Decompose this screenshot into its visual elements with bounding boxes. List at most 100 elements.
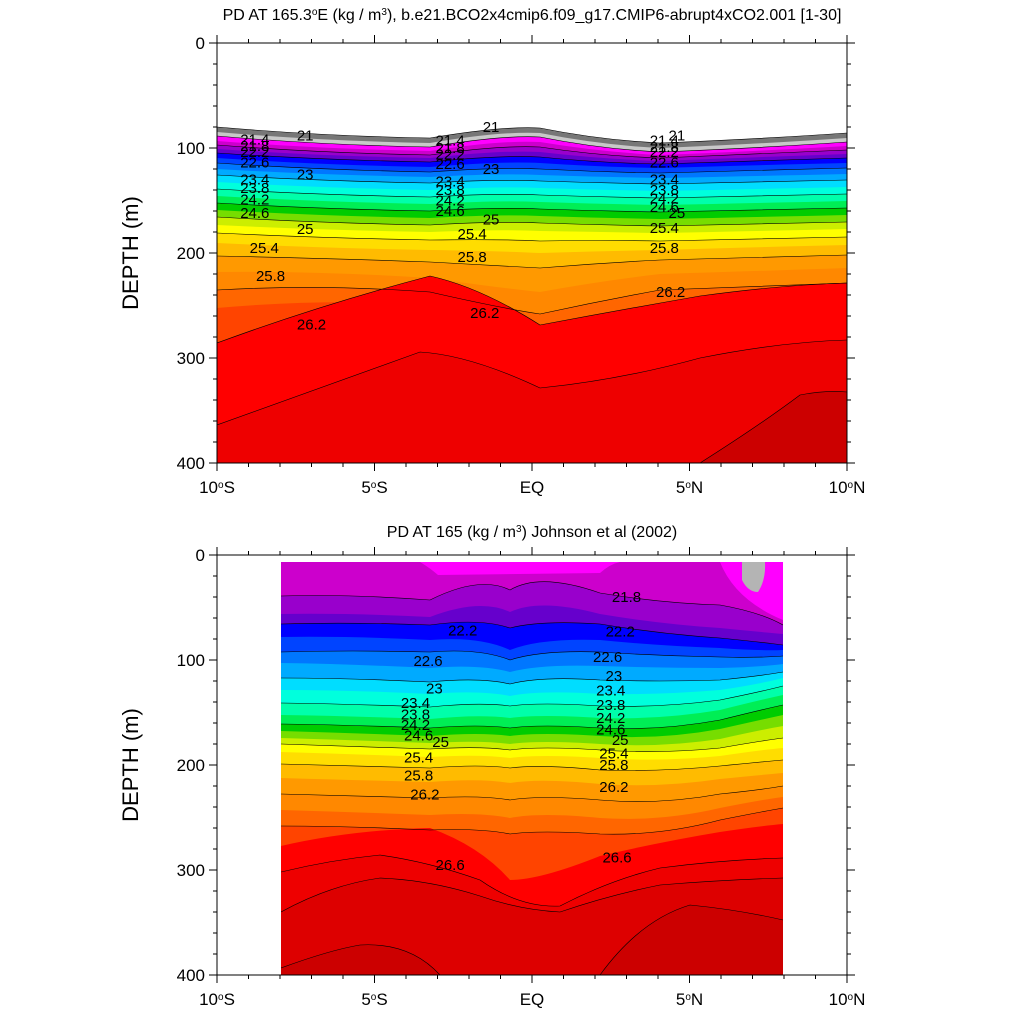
top-contour-label: 24.2 bbox=[435, 193, 464, 210]
top-contour-label: 25.8 bbox=[256, 268, 285, 285]
bottom-contour-label: 26.2 bbox=[410, 786, 439, 803]
bottom-ytick-label: 300 bbox=[177, 861, 205, 880]
bottom-ytick-label: 400 bbox=[177, 966, 205, 985]
top-xtick-label: 5oS bbox=[361, 478, 387, 497]
top-ytick-label: 0 bbox=[196, 34, 205, 53]
bottom-xtick-label: 10oS bbox=[199, 990, 235, 1009]
top-contour-label: 22.2 bbox=[435, 146, 464, 163]
bottom-contour-label: 23 bbox=[426, 680, 443, 697]
top-contour-label: 21.8 bbox=[435, 140, 464, 157]
bottom-contour-label: 22.6 bbox=[413, 653, 442, 670]
bottom-ytick-label: 0 bbox=[196, 546, 205, 565]
top-xtick-label: 10oS bbox=[199, 478, 235, 497]
top-contour-label: 25.4 bbox=[458, 226, 487, 243]
bottom-xtick-label: 5oS bbox=[361, 990, 387, 1009]
top-panel: PD AT 165.3oE (kg / m3), b.e21.BCO2x4cmi… bbox=[118, 7, 865, 498]
top-contour-label: 23.8 bbox=[650, 182, 679, 199]
bottom-ytick-label: 200 bbox=[177, 756, 205, 775]
top-ylabel: DEPTH (m) bbox=[118, 196, 143, 310]
bottom-ytick-label: 100 bbox=[177, 651, 205, 670]
top-contour-label: 23.4 bbox=[650, 172, 679, 189]
top-contour-lines bbox=[217, 126, 847, 463]
top-contour-label: 24.2 bbox=[650, 190, 679, 207]
top-contour-label: 23.8 bbox=[240, 180, 269, 197]
bottom-contour-label: 25.4 bbox=[404, 750, 433, 767]
top-ytick-label: 100 bbox=[177, 139, 205, 158]
top-contour-label: 21 bbox=[297, 127, 314, 144]
bottom-contour-label: 25.4 bbox=[599, 745, 628, 762]
top-contour-label: 22.6 bbox=[650, 155, 679, 172]
top-ytick-label: 200 bbox=[177, 244, 205, 263]
top-contour-label: 25.4 bbox=[650, 220, 679, 237]
top-contour-label: 21.8 bbox=[650, 139, 679, 156]
top-contour-label: 25 bbox=[669, 205, 686, 222]
bottom-contour-label: 22.2 bbox=[606, 624, 635, 641]
bottom-contour-label: 23 bbox=[606, 668, 623, 685]
top-contour-label: 23.4 bbox=[240, 172, 269, 189]
top-tick-marks: 0 100 200 300 400 10oS 5oS EQ 5oN 10oN bbox=[177, 34, 866, 497]
top-contour-label: 21.4 bbox=[240, 132, 269, 149]
bottom-contour-label: 22.2 bbox=[448, 623, 477, 640]
top-contour-label: 21 bbox=[669, 127, 686, 144]
top-contour-label: 21.4 bbox=[650, 133, 679, 150]
top-contour-label: 25 bbox=[297, 221, 314, 238]
bottom-contour-label: 26.6 bbox=[435, 857, 464, 874]
bottom-ylabel: DEPTH (m) bbox=[118, 708, 143, 822]
top-contour-label: 24.6 bbox=[435, 203, 464, 220]
bottom-panel: PD AT 165 (kg / m3) Johnson et al (2002) bbox=[118, 524, 865, 1010]
bottom-contour-label: 23.8 bbox=[401, 707, 430, 724]
top-ytick-label: 400 bbox=[177, 454, 205, 473]
top-contour-label: 23 bbox=[297, 166, 314, 183]
top-xtick-label: 5oN bbox=[676, 478, 703, 497]
top-contour-label: 26.2 bbox=[470, 305, 499, 322]
bottom-contour-lines bbox=[281, 581, 783, 975]
bottom-contour-label: 22.6 bbox=[593, 649, 622, 666]
bottom-contour-label: 24.2 bbox=[401, 717, 430, 734]
bottom-contour-label: 25.8 bbox=[404, 768, 433, 785]
top-contour-label: 23.8 bbox=[435, 182, 464, 199]
top-contour-label: 22.6 bbox=[240, 155, 269, 172]
top-contour-label: 26.2 bbox=[297, 316, 326, 333]
top-contour-label: 21 bbox=[483, 119, 500, 136]
bottom-contour-label: 23.8 bbox=[596, 697, 625, 714]
top-contour-label: 21.4 bbox=[435, 133, 464, 150]
top-contour-label: 25.4 bbox=[250, 240, 279, 257]
top-contour-labels: 2121.421.822.222.62323.423.824.224.62525… bbox=[240, 119, 685, 333]
bottom-xtick-label: 5oN bbox=[676, 990, 703, 1009]
top-contour-label: 23 bbox=[483, 161, 500, 178]
top-contour-field bbox=[217, 43, 847, 463]
top-contour-label: 25.8 bbox=[458, 249, 487, 266]
top-ytick-label: 300 bbox=[177, 349, 205, 368]
top-contour-label: 24.2 bbox=[240, 191, 269, 208]
top-contour-label: 22.2 bbox=[240, 144, 269, 161]
top-contour-label: 21.8 bbox=[240, 138, 269, 155]
top-contour-label: 25 bbox=[483, 211, 500, 228]
top-contour-label: 22.2 bbox=[650, 144, 679, 161]
bottom-contour-label: 24.6 bbox=[596, 721, 625, 738]
bottom-contour-label: 25 bbox=[432, 734, 449, 751]
top-xtick-label: EQ bbox=[520, 478, 545, 497]
top-contour-label: 25.8 bbox=[650, 240, 679, 257]
bottom-contour-label: 26.6 bbox=[602, 849, 631, 866]
top-contour-label: 26.2 bbox=[656, 284, 685, 301]
bottom-contour-label: 26.2 bbox=[599, 779, 628, 796]
top-contour-label: 23.4 bbox=[435, 174, 464, 191]
top-contour-label: 22.6 bbox=[435, 156, 464, 173]
bottom-contour-label: 25.8 bbox=[599, 757, 628, 774]
bottom-contour-labels: 21.822.2 22.222.6 22.6232323.423.423.823.8… bbox=[401, 589, 641, 874]
bottom-contour-label: 24.2 bbox=[596, 710, 625, 727]
bottom-xtick-label: 10oN bbox=[829, 990, 866, 1009]
bottom-contour-field bbox=[281, 562, 783, 975]
bottom-xtick-label: EQ bbox=[520, 990, 545, 1009]
bottom-contour-label: 25 bbox=[612, 732, 629, 749]
top-xtick-label: 10oN bbox=[829, 478, 866, 497]
top-contour-label: 24.6 bbox=[240, 205, 269, 222]
top-contour-label: 24.6 bbox=[650, 199, 679, 216]
bottom-contour-label: 23.4 bbox=[596, 682, 625, 699]
bottom-contour-label: 24.6 bbox=[404, 728, 433, 745]
top-title: PD AT 165.3oE (kg / m3), b.e21.BCO2x4cmi… bbox=[223, 7, 842, 25]
bottom-title: PD AT 165 (kg / m3) Johnson et al (2002) bbox=[387, 524, 677, 542]
bottom-contour-label: 23.4 bbox=[401, 695, 430, 712]
bottom-contour-label: 21.8 bbox=[612, 589, 641, 606]
